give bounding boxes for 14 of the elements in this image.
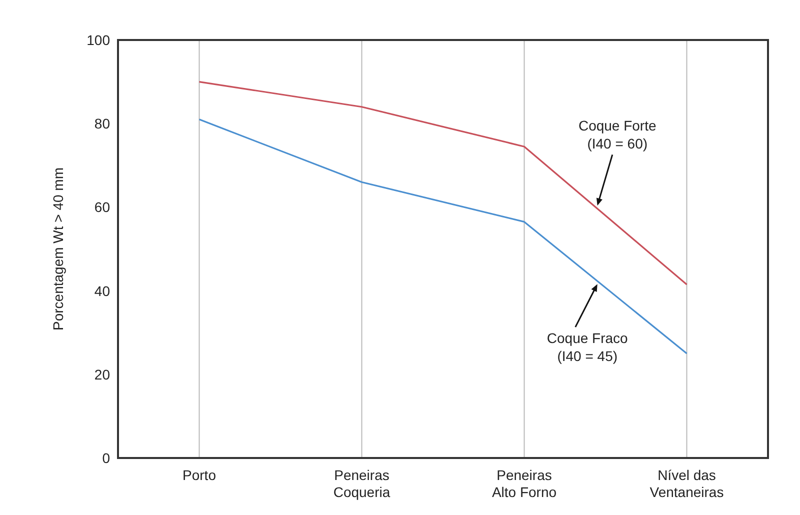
y-tick-label: 0 xyxy=(102,450,110,466)
line-series xyxy=(198,81,688,286)
y-tick-label: 60 xyxy=(94,199,110,216)
y-tick-label: 100 xyxy=(86,32,110,48)
text: Coque Forte (I40 = 60) xyxy=(578,118,656,152)
y-axis-title: Porcentagem Wt > 40 mm xyxy=(50,167,66,331)
series-label: Coque Fraco (I40 = 45) xyxy=(546,330,628,364)
x-tick-label: Nível das Ventaneiras xyxy=(650,467,724,500)
y-tick-label: 20 xyxy=(94,366,110,382)
x-tick-label: Porto xyxy=(182,467,216,483)
x-tick-label: Peneiras Alto Forno xyxy=(492,467,557,500)
y-tick-label: 80 xyxy=(94,116,110,132)
y-tick-label: 40 xyxy=(94,282,110,299)
x-tick-label: Peneiras Coqueria xyxy=(333,467,390,500)
